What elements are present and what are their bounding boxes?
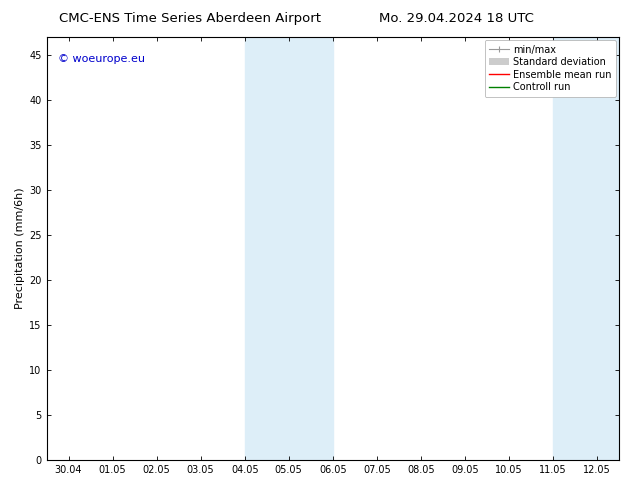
Text: CMC-ENS Time Series Aberdeen Airport: CMC-ENS Time Series Aberdeen Airport xyxy=(59,12,321,25)
Bar xyxy=(553,37,634,460)
Bar xyxy=(245,37,333,460)
Text: © woeurope.eu: © woeurope.eu xyxy=(58,54,145,64)
Legend: min/max, Standard deviation, Ensemble mean run, Controll run: min/max, Standard deviation, Ensemble me… xyxy=(484,40,616,97)
Text: Mo. 29.04.2024 18 UTC: Mo. 29.04.2024 18 UTC xyxy=(379,12,534,25)
Y-axis label: Precipitation (mm/6h): Precipitation (mm/6h) xyxy=(15,188,25,309)
